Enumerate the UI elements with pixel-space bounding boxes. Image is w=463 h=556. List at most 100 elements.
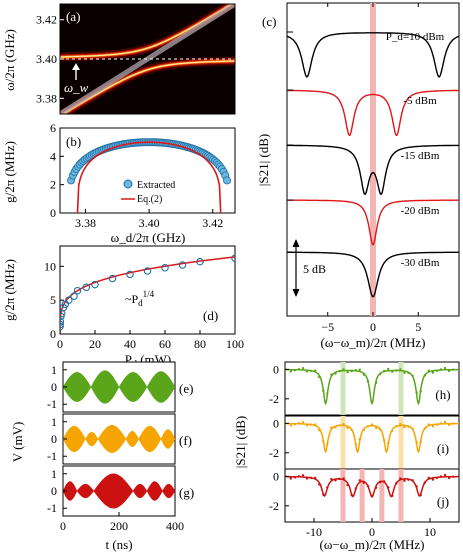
spectrum-data-point [314,423,317,426]
spectrum-data-point [431,425,435,428]
x-tick-label: 60 [159,337,171,351]
legend-b: Extracted Eq.(2) [121,179,175,205]
spectrum-data-point [342,368,345,371]
spectrum-data-point [297,475,301,478]
data-point [108,274,117,283]
panel-label-c: (c) [262,14,276,29]
data-point-extracted [222,176,231,185]
x-tick-label: 100 [226,337,244,351]
spectrum-data-point [383,480,386,483]
spectrum-data-point [334,479,337,482]
spectrum-data-point [452,422,455,425]
spectrum-data-point [403,371,406,374]
y-tick-label: 3.40 [36,52,57,66]
x-tick-label: 10 [424,525,436,539]
scale-bar-label: 5 dB [303,262,326,276]
trace-label: -5 dBm [403,95,437,107]
spectrum-data-point [378,481,382,484]
data-point [82,283,91,292]
spectrum-data-point [305,424,309,427]
spectrum-data-point [293,476,297,479]
y-axis-label-a: ω/2π (GHz) [2,29,17,91]
spectrum-data-point [391,429,394,432]
annotation-omega-w: ω_w [64,80,89,95]
x-axis-label-b: ω_d/2π (GHz) [111,230,186,245]
spectrum-data-point [415,441,418,444]
spectrum-data-point [407,478,410,481]
spectrum-data-point [346,483,349,487]
spectrum-data-point [354,442,357,446]
highlight-band [398,416,404,469]
spectrum-data-point [326,486,329,489]
trace-line [287,199,459,246]
plot-area-efg: (e) (f) (g) [62,361,194,517]
spectrum-data-point [399,477,402,480]
x-tick-label: 0 [370,320,376,334]
data-point [161,263,169,272]
spectrum-data-point [395,425,398,428]
spectrum-fit-line [285,368,459,406]
spectrum-data-point [407,425,410,428]
spectrum-data-point [374,426,378,430]
spectrum-data-point [419,390,422,393]
spectrum-data-point [439,422,443,425]
envelope-lobe [162,483,176,499]
fit-line-eq2 [76,141,222,213]
y-axis-label-d: g/2π (MHz) [2,259,17,321]
spectrum-data-point [423,481,426,484]
panel-c: P_d=10 dBm -5 dBm -15 dBm -20 dBm -30 dBm −5… [256,2,460,350]
trace-label: P_d=10 dBm [386,31,445,43]
y-tick-label: -1 [47,501,57,515]
data-point [143,267,152,275]
spectrum-data-point [366,484,370,488]
plot-area-b [67,138,231,213]
spectrum-data-point [370,494,374,497]
data-point [60,320,64,329]
y-tick-label: 4 [50,149,56,163]
y-tick-label: -2 [269,446,279,460]
spectrum-data-point [427,369,430,372]
trace-line [287,251,459,298]
x-tick-label: 0 [60,519,66,533]
spectrum-data-point [346,371,349,374]
y-tick-label: 0 [51,484,57,498]
spectrum-data-point [383,439,386,442]
data-point [126,270,134,279]
fit-line-power-law [60,256,235,334]
spectrum-data-point [431,371,435,374]
y-tick-label: 6 [50,121,56,135]
spectrum-data-point [435,369,439,372]
spectrum-data-point [370,423,374,426]
spectrum-data-point [452,475,455,478]
spectrum-data-point [378,428,382,431]
x-tick-label: −5 [321,320,334,334]
y-tick-label: 0 [50,206,56,220]
y-tick-label: 5 [50,293,56,307]
x-tick-label: 0 [57,337,63,351]
x-tick-label: 3.38 [75,216,96,230]
y-tick-label: -1 [47,449,57,463]
spectrum-data-point [395,482,398,485]
spectrum-data-point [407,371,410,375]
spectrum-data-point [443,473,447,477]
y-tick-label: 0 [273,362,279,376]
spectrum-data-point [330,477,333,481]
spectrum-data-point [362,428,366,432]
envelope-lobe [160,429,176,449]
spectrum-data-point [309,423,313,426]
y-tick-label: 0 [51,432,57,446]
spectrum-data-point [366,379,370,383]
spectrum-data-point [309,476,313,479]
panel-label-a: (a) [66,9,80,24]
panel-b: 3.38 3.40 3.42 0 2 4 6 (b) g/2π (MHz) ω_d/2π (… [2,121,236,245]
data-point [60,318,65,326]
spectrum-data-point [318,375,321,379]
x-tick-label: 80 [194,337,206,351]
y-tick-label: 0 [273,416,279,430]
plot-area-c: P_d=10 dBm -5 dBm -15 dBm -20 dBm -30 dBm [287,3,459,316]
spectrum-data-point [289,477,292,480]
spectrum-data-point [370,401,374,404]
